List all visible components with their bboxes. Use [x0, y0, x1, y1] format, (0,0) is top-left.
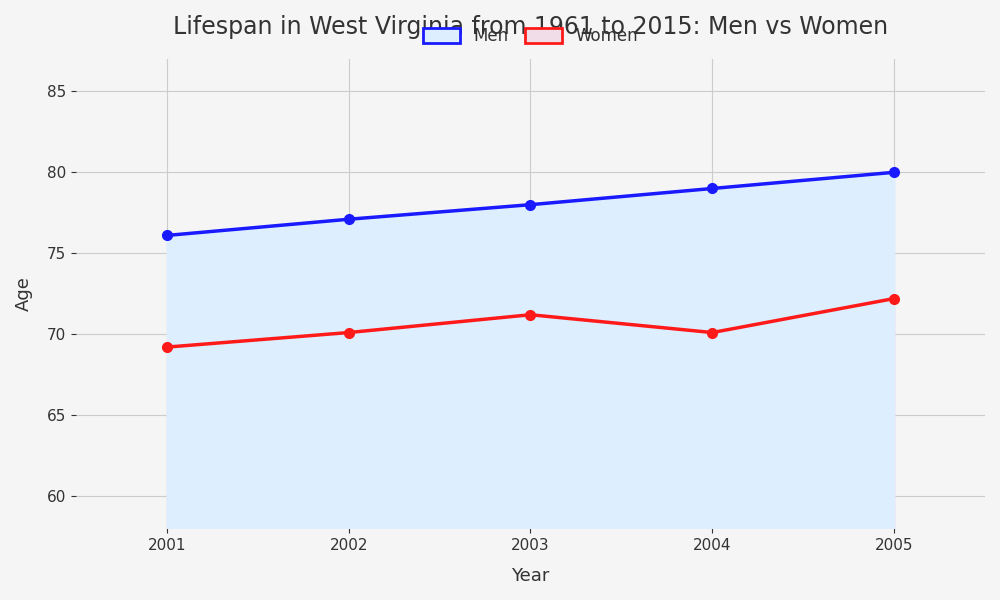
- Y-axis label: Age: Age: [15, 276, 33, 311]
- Legend: Men, Women: Men, Women: [417, 20, 644, 52]
- Title: Lifespan in West Virginia from 1961 to 2015: Men vs Women: Lifespan in West Virginia from 1961 to 2…: [173, 15, 888, 39]
- X-axis label: Year: Year: [511, 567, 550, 585]
